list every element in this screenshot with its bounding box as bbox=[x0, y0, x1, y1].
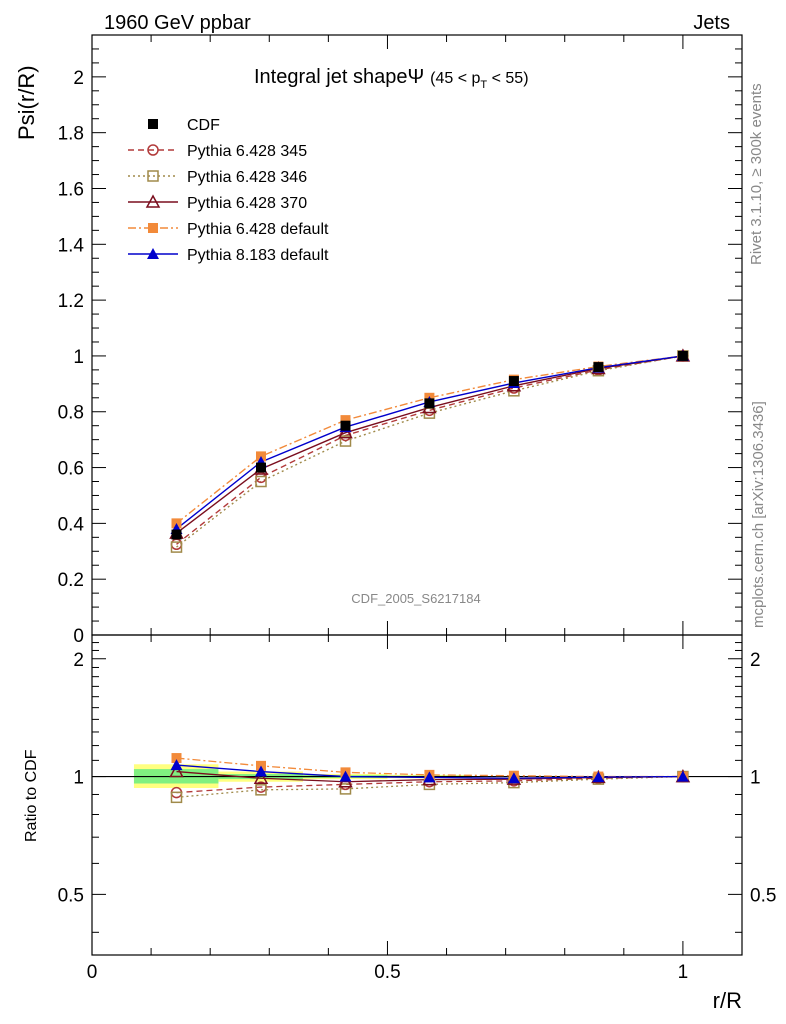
main-point-pdef bbox=[340, 415, 351, 426]
main-point-cdf bbox=[424, 398, 435, 409]
legend-marker-cdf bbox=[148, 119, 158, 129]
ratio-point-p346 bbox=[170, 791, 183, 804]
ratio-y-tick-label: 1 bbox=[73, 768, 84, 789]
header-left-label: 1960 GeV ppbar bbox=[104, 12, 251, 34]
main-y-tick-label: 1.2 bbox=[58, 291, 84, 312]
rivet-version-label: Rivet 3.1.10, ≥ 300k events bbox=[748, 83, 765, 265]
legend-label-p8: Pythia 8.183 default bbox=[187, 247, 329, 264]
ratio-point-p370 bbox=[253, 770, 269, 785]
x-axis-ticks: 0 0.5 1 bbox=[87, 635, 743, 983]
main-line-p8 bbox=[176, 355, 684, 530]
title-suffix-text: (45 < p bbox=[430, 70, 480, 87]
main-point-cdf bbox=[340, 420, 351, 431]
legend-marker-p8 bbox=[147, 248, 159, 259]
ratio-point-pdef bbox=[171, 753, 182, 764]
ratio-y-tick-label: 2 bbox=[73, 650, 84, 671]
ratio-plot-panel: 0.5 0.51 12 2 Ratio to CDF 0 0.5 1 r/R bbox=[23, 634, 776, 1013]
legend-label-cdf: CDF bbox=[187, 117, 220, 134]
ratio-point-p8 bbox=[592, 771, 605, 783]
legend-label-p370: Pythia 6.428 370 bbox=[187, 195, 307, 212]
analysis-id-label: CDF_2005_S6217184 bbox=[351, 591, 480, 606]
ratio-point-p346 bbox=[339, 783, 352, 795]
legend-label-pdef: Pythia 6.428 default bbox=[187, 221, 329, 238]
title-end-text: < 55) bbox=[487, 70, 528, 87]
main-y-tick-label: 0 bbox=[73, 626, 84, 647]
main-y-tick-label: 2 bbox=[73, 68, 84, 89]
main-y-tick-label: 1.8 bbox=[58, 124, 84, 145]
mcplots-source-label: mcplots.cern.ch [arXiv:1306.3436] bbox=[750, 401, 767, 628]
title-subscript: T bbox=[480, 79, 487, 91]
main-y-tick-label: 0.4 bbox=[58, 514, 85, 535]
ratio-series-markers bbox=[169, 753, 691, 804]
legend-marker-p346 bbox=[147, 170, 159, 182]
main-point-p346 bbox=[339, 435, 352, 447]
x-tick-label: 0 bbox=[87, 962, 98, 983]
x-tick-label: 0.5 bbox=[374, 962, 400, 983]
ratio-point-p8 bbox=[339, 770, 352, 782]
legend-label-p345: Pythia 6.428 345 bbox=[187, 143, 307, 160]
main-point-cdf bbox=[256, 462, 266, 473]
main-line-p346 bbox=[176, 355, 684, 548]
main-y-tick-label: 1 bbox=[73, 347, 84, 368]
main-line-p370 bbox=[176, 355, 684, 534]
ratio-y-tick-label-right: 0.5 bbox=[750, 885, 776, 906]
ratio-point-p346 bbox=[255, 784, 267, 796]
main-y-tick-label: 1.6 bbox=[58, 179, 84, 200]
legend-marker-p370 bbox=[145, 194, 161, 208]
main-point-cdf bbox=[508, 376, 519, 387]
main-line-pdef bbox=[176, 355, 683, 524]
ratio-y-axis-label: Ratio to CDF bbox=[23, 749, 40, 842]
legend-marker-pdef bbox=[148, 223, 158, 233]
main-point-p346 bbox=[255, 475, 267, 488]
ratio-point-p8 bbox=[507, 772, 520, 784]
ratio-y-tick-label-right: 2 bbox=[750, 650, 761, 671]
main-series-lines bbox=[176, 355, 684, 548]
title-main-text: Integral jet shapeΨ bbox=[254, 66, 424, 88]
main-plot-title: Integral jet shapeΨ (45 < pT < 55) bbox=[254, 66, 529, 91]
legend-label-p346: Pythia 6.428 346 bbox=[187, 169, 307, 186]
x-tick-label: 1 bbox=[678, 962, 689, 983]
header-right-label: Jets bbox=[693, 12, 730, 34]
x-axis-label: r/R bbox=[713, 988, 742, 1013]
ratio-point-p8 bbox=[423, 771, 436, 783]
main-y-ticks: 0 0.2 0.4 0.6 0.8 1 1.2 1.4 1.6 1.8 2 bbox=[58, 35, 743, 647]
main-point-p346 bbox=[170, 541, 183, 553]
main-y-tick-label: 0.8 bbox=[58, 403, 84, 424]
legend-marker-p345 bbox=[147, 144, 159, 156]
ratio-point-p8 bbox=[255, 765, 267, 777]
ratio-point-p370 bbox=[169, 763, 184, 778]
ratio-y-tick-label-right: 1 bbox=[750, 768, 761, 789]
legend: CDF Pythia 6.428 345 Pythia 6.428 346 Pythi… bbox=[128, 117, 329, 264]
main-y-axis-label: Psi(r/R) bbox=[14, 65, 39, 140]
ratio-point-p8 bbox=[676, 770, 689, 782]
main-series-markers bbox=[169, 348, 691, 553]
main-point-cdf bbox=[677, 350, 688, 361]
main-plot-panel: 0 0.2 0.4 0.6 0.8 1 1.2 1.4 1.6 1.8 2 Psi(r/R) Int… bbox=[14, 34, 743, 647]
main-y-tick-label: 0.2 bbox=[58, 570, 84, 591]
ratio-point-p8 bbox=[170, 759, 183, 771]
main-point-cdf bbox=[171, 529, 182, 540]
ratio-y-tick-label: 0.5 bbox=[58, 885, 84, 906]
main-line-p345 bbox=[176, 355, 684, 545]
ratio-plot-frame bbox=[91, 634, 743, 956]
main-point-p370 bbox=[338, 425, 353, 439]
main-y-tick-label: 0.6 bbox=[58, 459, 84, 480]
ratio-y-ticks: 0.5 0.5 1 1 2 2 bbox=[58, 642, 776, 933]
main-point-cdf bbox=[593, 362, 604, 373]
main-y-tick-label: 1.4 bbox=[58, 235, 85, 256]
